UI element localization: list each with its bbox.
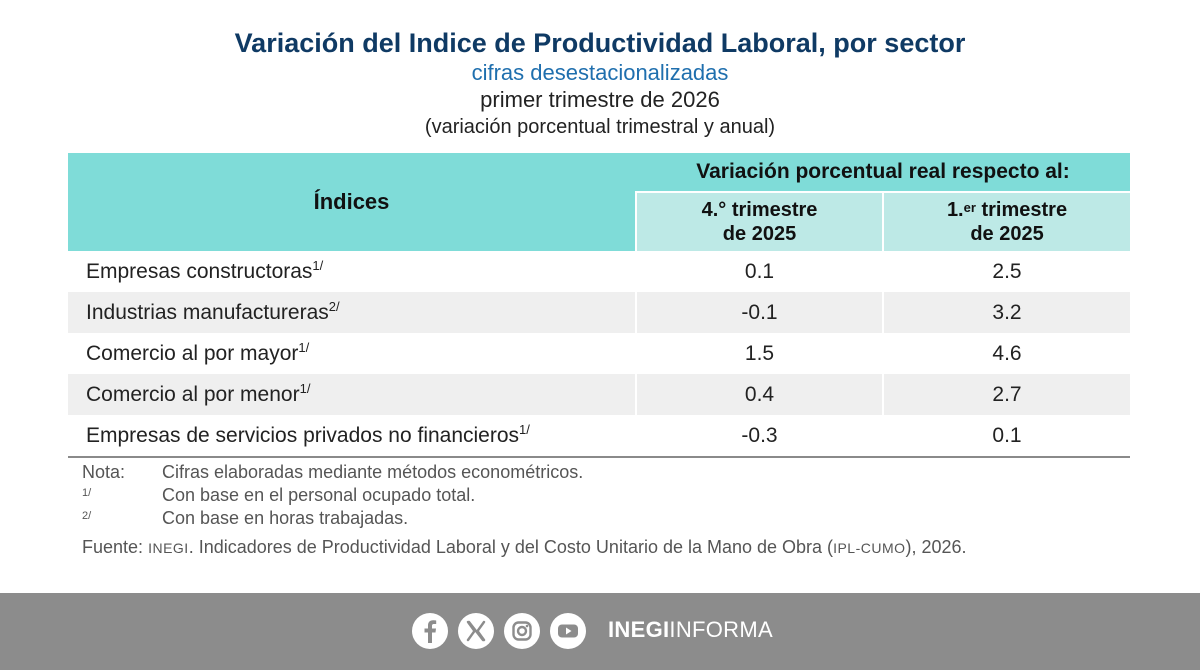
value-q4: 0.4 bbox=[635, 374, 883, 415]
value-q1: 3.2 bbox=[881, 292, 1131, 333]
facebook-icon[interactable] bbox=[412, 613, 448, 649]
brand-bold: INEGI bbox=[608, 617, 670, 642]
value-q4: 1.5 bbox=[635, 333, 883, 374]
header-indices: Índices bbox=[68, 153, 636, 251]
source-abbr: IPL-CUMO bbox=[833, 540, 906, 556]
header-q1-2025: 1.er trimestre de 2025 bbox=[881, 191, 1131, 251]
header-q1-sup: er bbox=[963, 200, 976, 215]
note-general: Nota: Cifras elaboradas mediante métodos… bbox=[82, 461, 583, 484]
source-end: ), 2026. bbox=[905, 537, 967, 557]
source-text: . Indicadores de Productividad Laboral y… bbox=[188, 537, 834, 557]
page-title: Variación del Indice de Productividad La… bbox=[234, 28, 966, 58]
note-1-text: Con base en el personal ocupado total. bbox=[162, 485, 476, 505]
header-q4-line1: 4.° trimestre bbox=[701, 199, 818, 221]
table-row: Empresas constructoras1/ 0.1 2.5 bbox=[68, 251, 1131, 292]
value-q4: 0.1 bbox=[635, 251, 883, 292]
notes-block: Nota: Cifras elaboradas mediante métodos… bbox=[82, 461, 583, 530]
instagram-icon[interactable] bbox=[504, 613, 540, 649]
value-q1: 0.1 bbox=[881, 415, 1131, 458]
header-q1-prefix: 1. bbox=[946, 199, 964, 221]
footnote-ref: 1/ bbox=[299, 380, 311, 396]
period-label: primer trimestre de 2026 bbox=[480, 87, 720, 112]
source-org: INEGI bbox=[148, 540, 189, 556]
header-q4-line2: de 2025 bbox=[722, 223, 797, 245]
note-1: 1/ Con base en el personal ocupado total… bbox=[82, 484, 583, 507]
note-1-key: 1/ bbox=[82, 487, 92, 499]
footnote-ref: 1/ bbox=[298, 339, 310, 355]
value-q1: 2.7 bbox=[881, 374, 1131, 415]
header-variation: Variación porcentual real respecto al: bbox=[636, 153, 1131, 192]
row-label: Empresas de servicios privados no financ… bbox=[68, 415, 636, 458]
table-row: Comercio al por menor1/ 0.4 2.7 bbox=[68, 374, 1131, 415]
footnote-ref: 2/ bbox=[328, 298, 340, 314]
youtube-icon[interactable] bbox=[550, 613, 586, 649]
value-q4: -0.1 bbox=[635, 292, 883, 333]
footer-bar: INEGIINFORMA bbox=[0, 593, 1200, 670]
row-label: Empresas constructoras1/ bbox=[86, 257, 324, 283]
header-q1-line2: de 2025 bbox=[970, 223, 1044, 245]
note-2-text: Con base en horas trabajadas. bbox=[162, 508, 409, 528]
footnote-ref: 1/ bbox=[312, 257, 324, 273]
x-icon[interactable] bbox=[458, 613, 494, 649]
social-icons bbox=[412, 613, 596, 649]
note-2: 2/ Con base en horas trabajadas. bbox=[82, 507, 583, 530]
brand-inegi-informa[interactable]: INEGIINFORMA bbox=[608, 617, 773, 643]
units-label: (variación porcentual trimestral y anual… bbox=[424, 116, 776, 138]
row-label: Comercio al por mayor1/ bbox=[86, 339, 310, 365]
row-label: Comercio al por menor1/ bbox=[68, 374, 636, 415]
source-label: Fuente: bbox=[82, 537, 144, 557]
note-2-key: 2/ bbox=[82, 510, 92, 522]
table-row: Comercio al por mayor1/ 1.5 4.6 bbox=[68, 333, 1131, 374]
title-block: Variación del Indice de Productividad La… bbox=[0, 26, 1200, 140]
brand-light: INFORMA bbox=[669, 617, 773, 642]
note-label: Nota: bbox=[82, 462, 126, 482]
page-subtitle: cifras desestacionalizadas bbox=[471, 60, 729, 85]
header-q4-2025: 4.° trimestre de 2025 bbox=[635, 191, 883, 251]
header-q1-line1: trimestre bbox=[975, 199, 1068, 221]
source-line: Fuente: INEGI. Indicadores de Productivi… bbox=[82, 537, 967, 558]
table-row: Empresas de servicios privados no financ… bbox=[68, 415, 1131, 458]
productivity-table: Índices Variación porcentual real respec… bbox=[68, 153, 1131, 458]
note-text: Cifras elaboradas mediante métodos econo… bbox=[162, 462, 584, 482]
value-q1: 4.6 bbox=[881, 333, 1131, 374]
value-q1: 2.5 bbox=[881, 251, 1131, 292]
row-label: Industrias manufactureras2/ bbox=[68, 292, 636, 333]
table-row: Industrias manufactureras2/ -0.1 3.2 bbox=[68, 292, 1131, 333]
value-q4: -0.3 bbox=[635, 415, 883, 458]
footnote-ref: 1/ bbox=[519, 421, 530, 437]
